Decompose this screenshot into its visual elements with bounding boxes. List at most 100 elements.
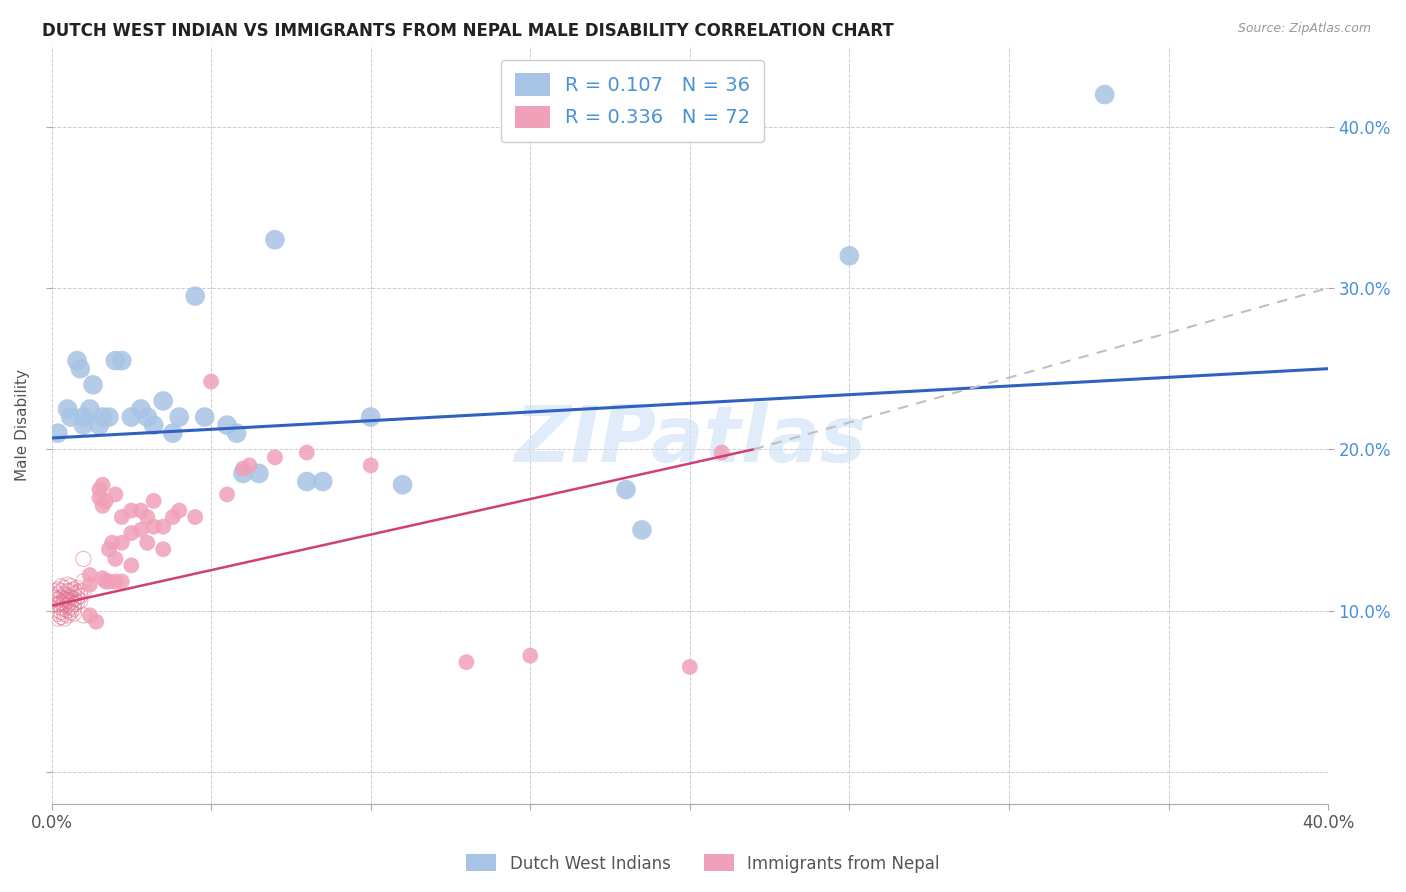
Legend: R = 0.107   N = 36, R = 0.336   N = 72: R = 0.107 N = 36, R = 0.336 N = 72 — [501, 60, 763, 142]
Point — [49, 610, 72, 624]
Point — [89, 418, 111, 433]
Point — [53, 607, 76, 621]
Point — [63, 597, 86, 611]
Point — [59, 595, 82, 609]
Point — [84, 615, 107, 629]
Point — [66, 581, 89, 595]
Point — [360, 458, 382, 473]
Point — [167, 503, 190, 517]
Point — [94, 574, 117, 589]
Point — [89, 491, 111, 505]
Point — [295, 475, 318, 489]
Point — [184, 510, 207, 524]
Point — [152, 519, 174, 533]
Point — [72, 574, 94, 589]
Point — [56, 608, 79, 623]
Point — [66, 586, 89, 600]
Point — [72, 608, 94, 623]
Point — [56, 589, 79, 603]
Point — [264, 450, 287, 465]
Point — [63, 582, 86, 597]
Point — [56, 584, 79, 599]
Point — [710, 445, 733, 459]
Point — [104, 552, 127, 566]
Point — [120, 410, 142, 425]
Point — [82, 377, 104, 392]
Point — [56, 603, 79, 617]
Point — [98, 574, 121, 589]
Point — [679, 660, 702, 674]
Point — [98, 410, 121, 425]
Point — [129, 401, 152, 416]
Point — [232, 461, 254, 475]
Point — [46, 587, 69, 601]
Point — [46, 603, 69, 617]
Point — [200, 375, 222, 389]
Point — [59, 600, 82, 615]
Point — [53, 592, 76, 607]
Point — [162, 426, 184, 441]
Point — [56, 594, 79, 608]
Point — [1094, 87, 1116, 102]
Point — [59, 605, 82, 619]
Point — [94, 494, 117, 508]
Point — [56, 599, 79, 613]
Point — [49, 595, 72, 609]
Point — [91, 499, 114, 513]
Point — [53, 611, 76, 625]
Point — [232, 467, 254, 481]
Point — [162, 510, 184, 524]
Point — [46, 426, 69, 441]
Legend: Dutch West Indians, Immigrants from Nepal: Dutch West Indians, Immigrants from Nepa… — [460, 847, 946, 880]
Point — [44, 584, 66, 599]
Point — [167, 410, 190, 425]
Point — [838, 249, 860, 263]
Y-axis label: Male Disability: Male Disability — [15, 369, 30, 481]
Point — [46, 611, 69, 625]
Point — [49, 600, 72, 615]
Point — [66, 595, 89, 609]
Point — [49, 579, 72, 593]
Point — [44, 591, 66, 605]
Point — [79, 401, 101, 416]
Point — [225, 426, 247, 441]
Point — [63, 587, 86, 601]
Point — [49, 605, 72, 619]
Point — [46, 582, 69, 597]
Point — [129, 503, 152, 517]
Point — [104, 574, 127, 589]
Point — [69, 584, 91, 599]
Point — [142, 519, 165, 533]
Point — [129, 523, 152, 537]
Point — [238, 458, 260, 473]
Point — [111, 353, 134, 368]
Point — [46, 607, 69, 621]
Point — [79, 608, 101, 623]
Point — [194, 410, 217, 425]
Point — [69, 594, 91, 608]
Point — [59, 591, 82, 605]
Point — [152, 393, 174, 408]
Point — [136, 510, 159, 524]
Point — [53, 581, 76, 595]
Text: DUTCH WEST INDIAN VS IMMIGRANTS FROM NEPAL MALE DISABILITY CORRELATION CHART: DUTCH WEST INDIAN VS IMMIGRANTS FROM NEP… — [42, 22, 894, 40]
Point — [91, 571, 114, 585]
Point — [360, 410, 382, 425]
Point — [456, 655, 478, 669]
Point — [104, 487, 127, 501]
Point — [53, 587, 76, 601]
Point — [142, 494, 165, 508]
Point — [215, 418, 238, 433]
Point — [91, 410, 114, 425]
Point — [41, 587, 63, 601]
Point — [79, 568, 101, 582]
Point — [49, 591, 72, 605]
Point — [53, 597, 76, 611]
Point — [152, 542, 174, 557]
Point — [111, 574, 134, 589]
Text: ZIPatlas: ZIPatlas — [513, 402, 866, 478]
Point — [66, 353, 89, 368]
Point — [142, 418, 165, 433]
Point — [136, 536, 159, 550]
Point — [46, 592, 69, 607]
